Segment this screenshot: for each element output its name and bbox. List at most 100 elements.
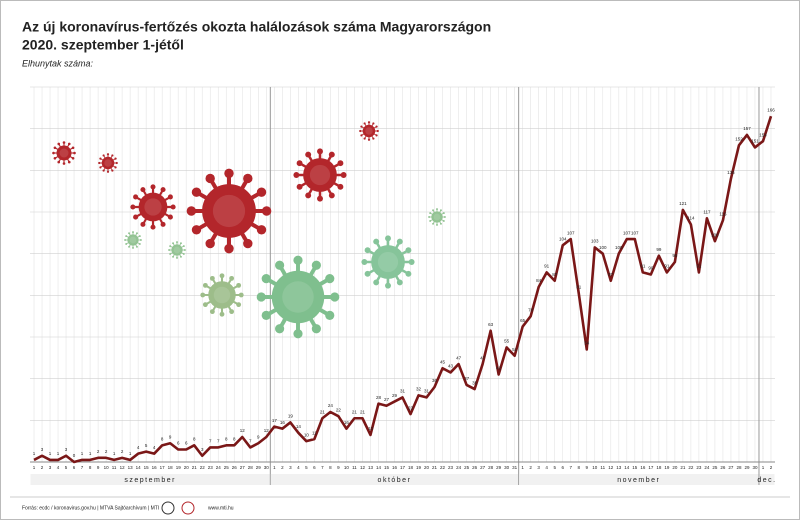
data-label: 7	[209, 439, 212, 444]
x-tick-label: 6	[561, 465, 564, 470]
x-tick-label: 27	[240, 465, 246, 470]
data-label: 2	[97, 449, 100, 454]
x-tick-label: 27	[728, 465, 734, 470]
data-label: 91	[696, 264, 702, 269]
data-label: 90	[648, 266, 654, 271]
x-tick-label: 17	[400, 465, 406, 470]
data-label: 16	[280, 420, 286, 425]
data-label: 99	[656, 247, 662, 252]
x-tick-label: 28	[736, 465, 742, 470]
x-tick-label: 18	[656, 465, 662, 470]
data-label: 31	[424, 389, 430, 394]
x-tick-label: 18	[168, 465, 174, 470]
data-label: 2	[121, 449, 124, 454]
data-label: 152	[735, 137, 743, 142]
data-label: 96	[672, 253, 678, 258]
data-label: 1	[57, 451, 60, 456]
data-label: 8	[225, 437, 228, 442]
x-tick-label: 22	[688, 465, 694, 470]
month-band	[759, 474, 775, 485]
data-label: 107	[631, 230, 639, 235]
x-tick-label: 12	[360, 465, 366, 470]
x-tick-label: 23	[696, 465, 702, 470]
x-tick-label: 10	[104, 465, 110, 470]
month-label: november	[617, 477, 660, 484]
data-label: 4	[137, 445, 140, 450]
data-label: 103	[591, 239, 599, 244]
x-tick-label: 6	[73, 465, 76, 470]
data-label: 11	[312, 430, 317, 435]
x-tick-label: 27	[480, 465, 486, 470]
data-label: 37	[464, 376, 470, 381]
data-label: 8	[233, 437, 236, 442]
data-label: 151	[751, 139, 759, 144]
x-tick-label: 23	[208, 465, 214, 470]
x-tick-label: 14	[624, 465, 630, 470]
data-label: 3	[201, 447, 204, 452]
data-label: 23	[408, 405, 414, 410]
data-label: 91	[544, 264, 550, 269]
x-tick-label: 23	[448, 465, 454, 470]
data-label: 3	[65, 447, 68, 452]
data-label: 8	[193, 437, 196, 442]
x-tick-label: 2	[281, 465, 284, 470]
data-label: 100	[615, 245, 623, 250]
x-tick-label: 15	[632, 465, 638, 470]
chart-subtitle: 2020. szeptember 1-jétől	[22, 37, 184, 53]
data-label: 29	[392, 393, 398, 398]
x-tick-label: 28	[248, 465, 254, 470]
month-label: dec.	[757, 477, 776, 484]
x-tick-label: 28	[488, 465, 494, 470]
data-label: 136	[727, 170, 735, 175]
x-tick-label: 12	[608, 465, 614, 470]
x-tick-label: 16	[392, 465, 398, 470]
month-label: október	[378, 477, 412, 484]
month-band	[519, 474, 759, 485]
x-tick-label: 1	[521, 465, 524, 470]
x-tick-label: 31	[512, 465, 518, 470]
data-label: 107	[623, 230, 631, 235]
x-tick-label: 16	[640, 465, 646, 470]
data-label: 9	[169, 434, 172, 439]
data-label: 42	[496, 366, 502, 371]
x-tick-label: 26	[232, 465, 238, 470]
month-label: szeptember	[124, 477, 176, 484]
x-tick-label: 6	[313, 465, 316, 470]
x-tick-label: 17	[160, 465, 166, 470]
x-tick-label: 12	[120, 465, 126, 470]
x-tick-label: 24	[216, 465, 222, 470]
x-tick-label: 13	[128, 465, 134, 470]
data-label: 7	[249, 439, 252, 444]
data-label: 107	[567, 230, 575, 235]
data-label: 65	[520, 318, 526, 323]
data-label: 16	[344, 420, 350, 425]
x-tick-label: 26	[472, 465, 478, 470]
logo	[181, 501, 195, 515]
x-tick-label: 13	[616, 465, 622, 470]
data-label: 87	[608, 272, 614, 277]
x-tick-label: 7	[569, 465, 572, 470]
y-axis-label: Elhunytak száma:	[22, 58, 94, 68]
x-tick-label: 3	[49, 465, 52, 470]
logo	[161, 501, 175, 515]
x-tick-label: 11	[352, 465, 357, 470]
x-tick-label: 8	[89, 465, 92, 470]
x-tick-label: 19	[664, 465, 670, 470]
data-label: 114	[687, 216, 695, 221]
x-tick-label: 11	[600, 465, 605, 470]
x-tick-label: 13	[368, 465, 374, 470]
x-tick-label: 1	[33, 465, 36, 470]
data-label: 1	[129, 451, 132, 456]
data-label: 1	[89, 451, 92, 456]
data-label: 3	[41, 447, 44, 452]
data-label: 117	[703, 209, 711, 214]
data-label: 1	[33, 451, 36, 456]
data-label: 91	[640, 264, 646, 269]
x-tick-label: 20	[184, 465, 190, 470]
data-label: 21	[320, 409, 326, 414]
data-label: 32	[416, 387, 422, 392]
x-tick-label: 3	[537, 465, 540, 470]
data-label: 51	[512, 347, 518, 352]
data-label: 70	[528, 307, 534, 312]
